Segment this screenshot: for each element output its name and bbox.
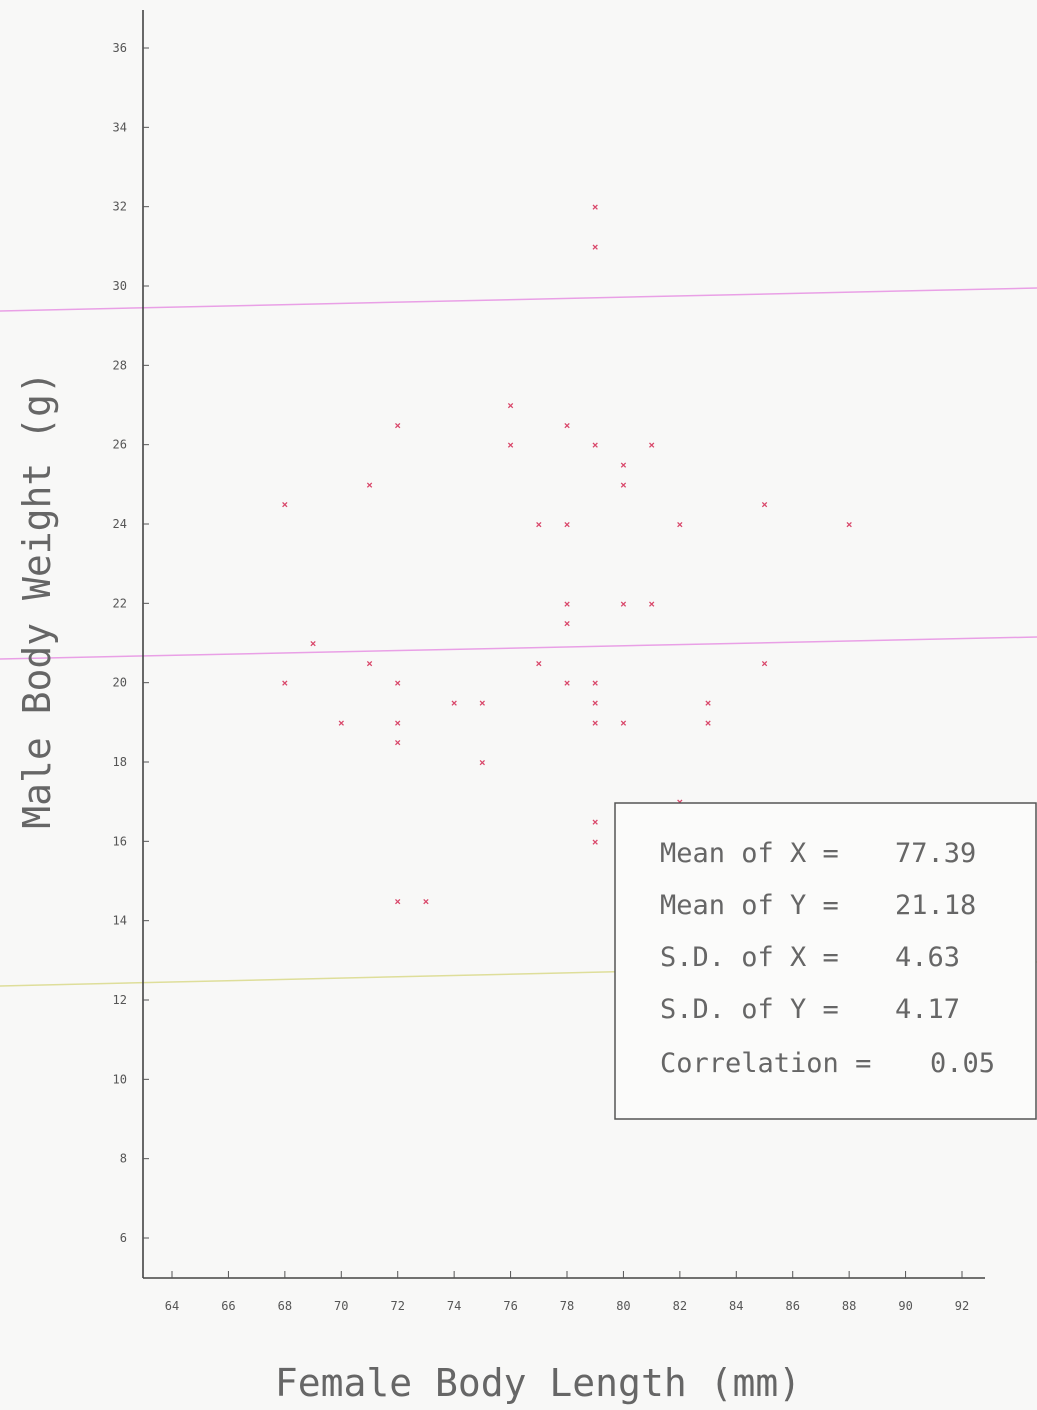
y-tick-label: 30 [113, 279, 127, 293]
y-tick-label: 22 [113, 596, 127, 610]
data-point: × [507, 399, 514, 412]
data-point: × [564, 677, 571, 690]
y-tick-label: 6 [120, 1231, 127, 1245]
data-point: × [677, 518, 684, 531]
data-point: × [677, 796, 684, 809]
x-tick-label: 74 [447, 1299, 461, 1313]
data-point: × [592, 816, 599, 829]
x-tick-label: 84 [729, 1299, 743, 1313]
statistic-label: Correlation = [660, 1048, 871, 1079]
x-tick-label: 78 [560, 1299, 574, 1313]
y-tick-label: 24 [113, 517, 127, 531]
data-point: × [535, 657, 542, 670]
y-axis-ticks: 6 8 10 12 14 16 18 20 22 24 26 28 30 32 34 36 [113, 41, 149, 1245]
data-point: × [451, 697, 458, 710]
x-tick-label: 86 [785, 1299, 799, 1313]
statistic-value: 21.18 [895, 890, 976, 921]
data-point: × [592, 697, 599, 710]
data-point: × [282, 498, 289, 511]
y-tick-label: 36 [113, 41, 127, 55]
x-tick-label: 64 [165, 1299, 179, 1313]
data-point: × [564, 617, 571, 630]
data-point: × [846, 518, 853, 531]
y-tick-label: 18 [113, 755, 127, 769]
data-point: × [761, 657, 768, 670]
data-point: × [479, 697, 486, 710]
axes [142, 10, 985, 1279]
x-tick-label: 66 [221, 1299, 235, 1313]
data-point: × [592, 201, 599, 214]
data-point: × [564, 597, 571, 610]
data-point: × [592, 716, 599, 729]
statistic-value: 0.05 [930, 1048, 995, 1079]
statistic-value: 77.39 [895, 838, 976, 869]
x-axis-title: Female Body Length (mm) [275, 1361, 801, 1405]
data-point: × [620, 459, 627, 472]
data-point: × [592, 677, 599, 690]
data-point: × [648, 439, 655, 452]
x-tick-label: 72 [390, 1299, 404, 1313]
pink-scan-line [0, 636, 1037, 660]
y-tick-label: 26 [113, 438, 127, 452]
statistics-box: Mean of X = 77.39 Mean of Y = 21.18 S.D. of … [614, 802, 1037, 1120]
y-tick-label: 8 [120, 1152, 127, 1166]
pink-scan-line [0, 287, 1037, 312]
y-axis-title: Male Body Weight (g) [15, 371, 59, 829]
data-point: × [394, 716, 401, 729]
data-point: × [705, 716, 712, 729]
y-tick-label: 10 [113, 1072, 127, 1086]
data-point: × [620, 716, 627, 729]
data-point: × [648, 597, 655, 610]
data-point: × [423, 895, 430, 908]
x-tick-label: 80 [616, 1299, 630, 1313]
y-tick-label: 14 [113, 914, 127, 928]
statistic-label: S.D. of X = [660, 942, 839, 973]
x-tick-label: 92 [955, 1299, 969, 1313]
data-point: × [705, 697, 712, 710]
data-point: × [366, 478, 373, 491]
data-point: × [564, 419, 571, 432]
data-point: × [479, 756, 486, 769]
x-tick-label: 88 [842, 1299, 856, 1313]
statistic-value: 4.17 [895, 994, 960, 1025]
data-point: × [592, 240, 599, 253]
statistics-box-frame [614, 802, 1037, 1120]
data-point: × [620, 597, 627, 610]
x-tick-label: 90 [898, 1299, 912, 1313]
y-tick-label: 16 [113, 834, 127, 848]
x-axis-ticks: 64 66 68 70 72 74 76 78 80 82 84 86 88 90 92 [165, 1271, 969, 1313]
y-tick-label: 20 [113, 676, 127, 690]
statistic-label: Mean of Y = [660, 890, 839, 921]
x-tick-label: 70 [334, 1299, 348, 1313]
data-point: × [535, 518, 542, 531]
data-point: × [592, 835, 599, 848]
data-point: × [338, 716, 345, 729]
data-point: × [564, 518, 571, 531]
data-point: × [620, 478, 627, 491]
y-tick-label: 32 [113, 200, 127, 214]
y-tick-label: 34 [113, 120, 127, 134]
data-point: × [507, 439, 514, 452]
data-point: × [394, 419, 401, 432]
data-point: × [394, 677, 401, 690]
data-point: × [394, 736, 401, 749]
x-tick-label: 76 [503, 1299, 517, 1313]
y-tick-label: 12 [113, 993, 127, 1007]
data-point: × [310, 637, 317, 650]
data-point: × [394, 895, 401, 908]
statistic-label: S.D. of Y = [660, 994, 839, 1025]
x-tick-label: 82 [673, 1299, 687, 1313]
data-point: × [761, 498, 768, 511]
x-tick-label: 68 [278, 1299, 292, 1313]
data-point: × [592, 439, 599, 452]
statistic-label: Mean of X = [660, 838, 839, 869]
statistic-value: 4.63 [895, 942, 960, 973]
data-point: × [282, 677, 289, 690]
data-point: × [366, 657, 373, 670]
y-tick-label: 28 [113, 358, 127, 372]
